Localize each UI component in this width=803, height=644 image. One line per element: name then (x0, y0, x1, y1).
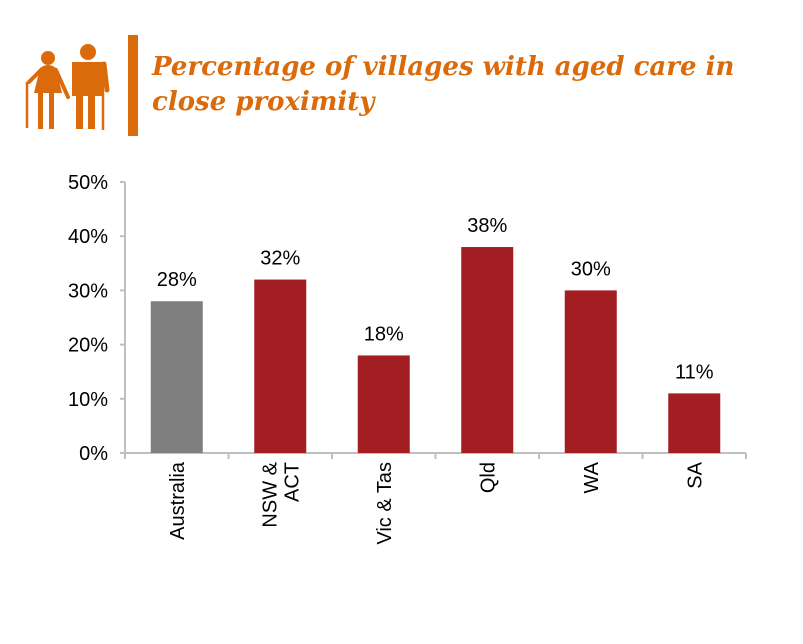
x-tick-label-line: WA (581, 461, 603, 493)
y-tick-label: 0% (79, 443, 108, 465)
bar (461, 247, 514, 453)
x-tick-label: WA (581, 461, 603, 493)
x-tick-label: SA (684, 461, 706, 488)
x-tick-label-line: ACT (281, 462, 303, 502)
y-tick-label: 10% (68, 389, 108, 411)
x-tick-label-line: SA (684, 461, 706, 488)
bar (254, 279, 307, 453)
title-accent-bar (128, 35, 138, 136)
x-tick-label: Qld (477, 462, 499, 493)
x-tick-label-line: NSW & (259, 461, 281, 527)
x-tick-label-line: Qld (477, 462, 499, 493)
data-label: 18% (364, 323, 404, 345)
title-line-1: Percentage of villages with aged care in (152, 52, 735, 82)
data-label: 28% (157, 269, 197, 291)
data-label: 11% (675, 361, 714, 383)
y-tick-label: 40% (68, 226, 108, 248)
elderly-couple-icon (25, 44, 110, 130)
data-label: 32% (260, 248, 300, 270)
x-tick-label: NSW & ACT (259, 461, 303, 527)
y-tick-label: 50% (68, 172, 108, 194)
bar (357, 355, 410, 453)
x-tick-label: Australia (167, 461, 189, 540)
x-tick-label: Vic & Tas (374, 462, 396, 545)
data-label: 38% (467, 215, 507, 237)
y-tick-label: 30% (68, 280, 108, 302)
bar (668, 393, 721, 453)
bar (564, 290, 617, 453)
x-tick-label-line: Australia (167, 461, 189, 540)
data-label: 30% (571, 258, 611, 280)
bar (150, 301, 203, 453)
y-tick-label: 20% (68, 335, 108, 357)
title-line-2: close proximity (152, 87, 375, 117)
chart-title: Percentage of villages with aged care in… (152, 50, 802, 120)
x-tick-label-line: Vic & Tas (374, 462, 396, 545)
